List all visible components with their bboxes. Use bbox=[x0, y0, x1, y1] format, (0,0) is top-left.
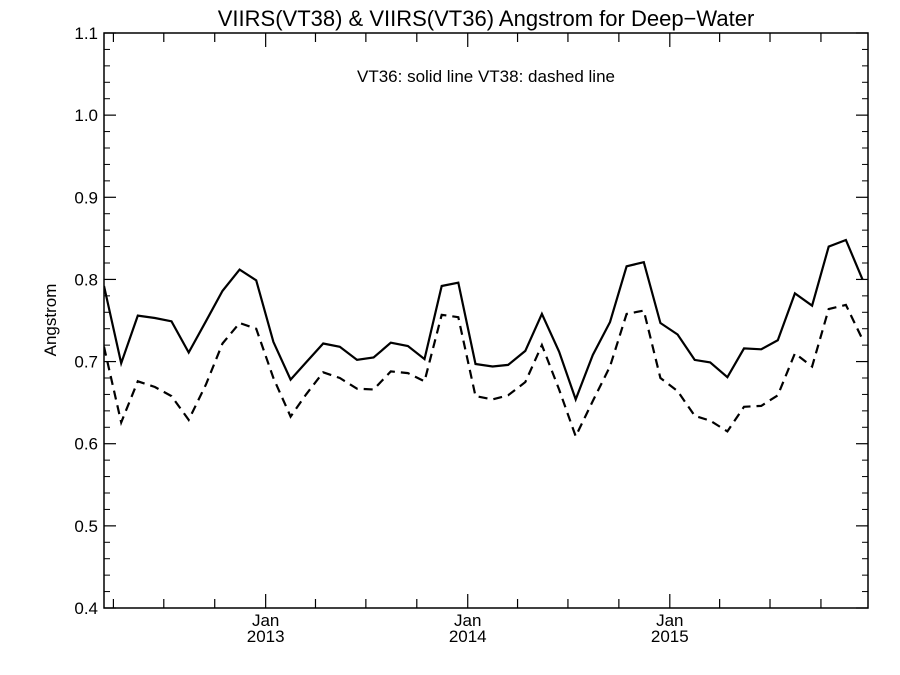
y-tick-label: 0.8 bbox=[74, 270, 98, 289]
plot-frame bbox=[103, 32, 869, 609]
x-tick-year-label: 2013 bbox=[247, 627, 285, 646]
chart-annotation: VT36: solid line VT38: dashed line bbox=[357, 67, 615, 86]
x-tick-month-label: Jan bbox=[656, 611, 683, 630]
x-tick-year-label: 2015 bbox=[651, 627, 689, 646]
chart-title: VIIRS(VT38) & VIIRS(VT36) Angstrom for D… bbox=[218, 6, 755, 31]
x-tick-month-label: Jan bbox=[454, 611, 481, 630]
y-tick-label: 1.1 bbox=[74, 24, 98, 43]
x-tick-month-label: Jan bbox=[252, 611, 279, 630]
series-vt38-dashed-line bbox=[104, 303, 864, 440]
y-tick-label: 0.6 bbox=[74, 435, 98, 454]
series-vt36-solid-line bbox=[104, 238, 864, 403]
y-axis-label: Angstrom bbox=[41, 284, 60, 357]
series-group bbox=[104, 238, 864, 440]
y-tick-label: 0.4 bbox=[74, 599, 98, 618]
y-tick-label: 0.7 bbox=[74, 353, 98, 372]
y-tick-label: 1.0 bbox=[74, 106, 98, 125]
y-tick-label: 0.9 bbox=[74, 188, 98, 207]
x-tick-year-label: 2014 bbox=[449, 627, 487, 646]
y-axis-ticks: 0.4 0.5 0.6 0.7 0.8 0.9 1.0 1.1 bbox=[74, 24, 868, 618]
y-tick-label: 0.5 bbox=[74, 517, 98, 536]
